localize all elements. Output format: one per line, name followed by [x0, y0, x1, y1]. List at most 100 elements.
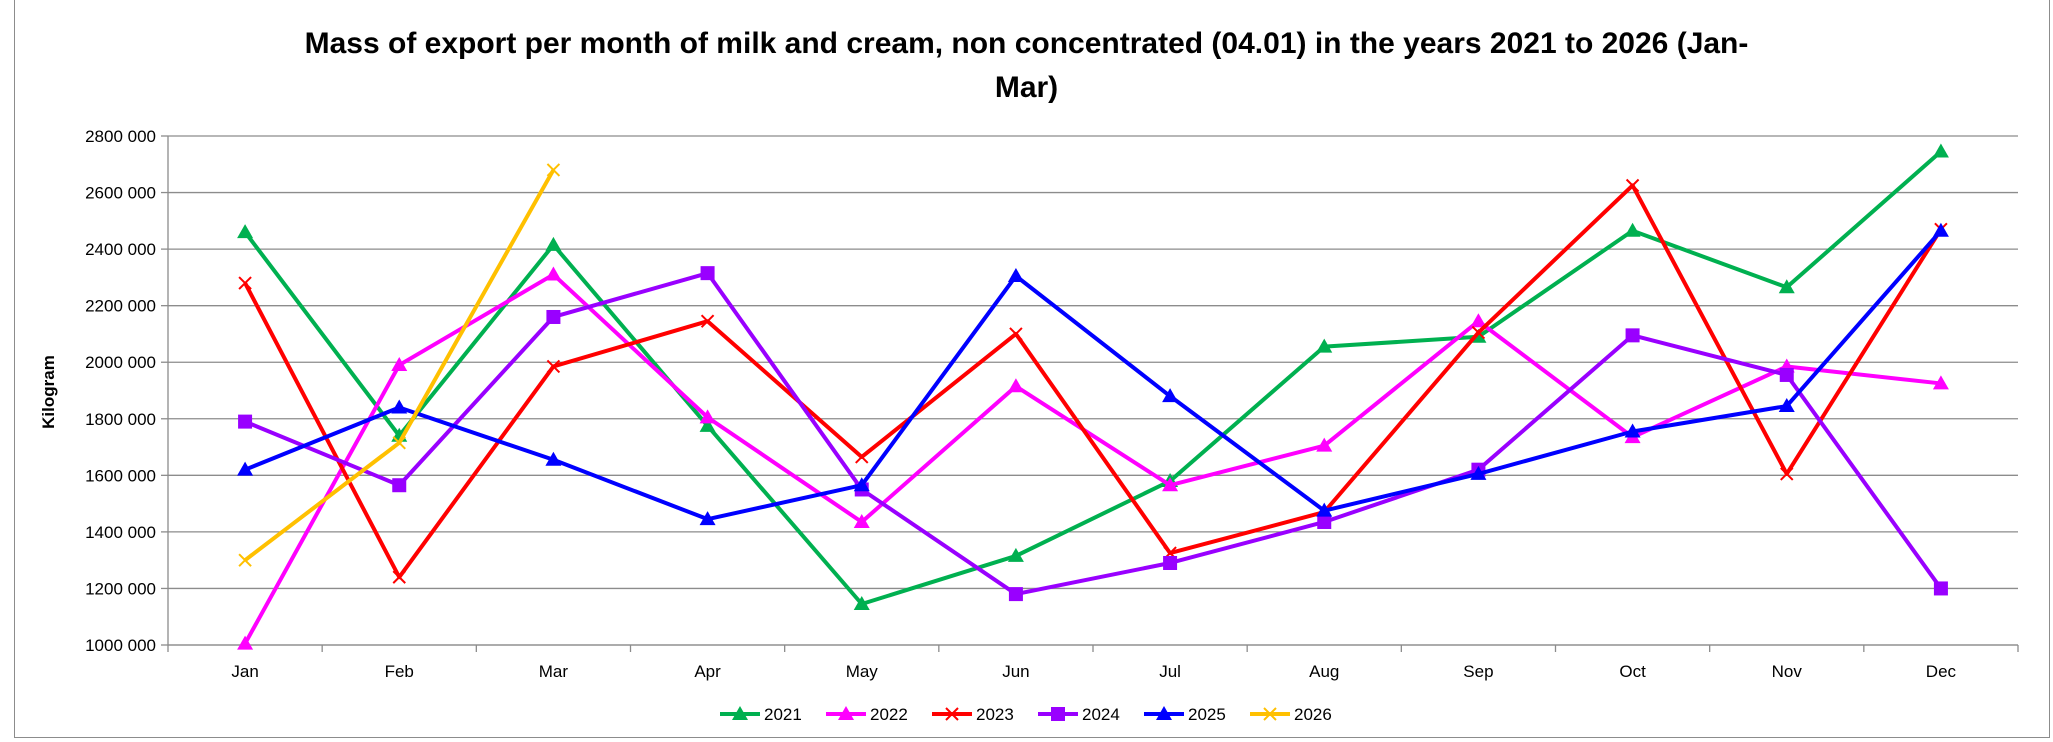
data-point-2024-dec [1933, 581, 1948, 596]
y-tick-label-2: 1400 000 [85, 523, 156, 542]
y-tick-label-3: 1600 000 [85, 466, 156, 485]
x-tick-label-may: May [846, 662, 879, 681]
x-tick-label-dec: Dec [1926, 662, 1957, 681]
data-point-2021-mar [545, 236, 562, 251]
legend-marker-2024 [1051, 707, 1065, 721]
data-point-2025-aug [1316, 502, 1333, 517]
chart-title-line1: Mass of export per month of milk and cre… [304, 27, 1749, 60]
data-point-2025-feb [391, 399, 408, 414]
y-tick-label-4: 1800 000 [85, 410, 156, 429]
data-point-2026-mar [546, 163, 561, 177]
legend-item-2021: 2021 [720, 705, 802, 724]
data-point-2025-nov [1778, 398, 1795, 413]
data-point-2023-apr [700, 314, 715, 328]
legend-marker-2022 [838, 706, 854, 720]
legend-label-2021: 2021 [764, 705, 802, 724]
data-point-2023-sep [1471, 325, 1486, 340]
data-point-2023-jun [1009, 327, 1023, 341]
data-point-2025-oct [1624, 423, 1641, 438]
x-tick-label-oct: Oct [1619, 662, 1646, 681]
x-tick-label-mar: Mar [539, 662, 569, 681]
legend-item-2023: 2023 [932, 705, 1014, 724]
data-point-2025-jul [1162, 388, 1179, 403]
series-line-2023 [243, 183, 1943, 580]
x-tick-label-sep: Sep [1463, 662, 1493, 681]
data-point-2022-jan [237, 635, 254, 650]
chart-frame [14, 0, 2050, 738]
data-point-2024-feb [392, 478, 407, 493]
data-point-2021-apr [699, 417, 716, 432]
y-tick-labels: 1000 000 1200 000 1400 000 1600 000 1800 000… [85, 127, 156, 655]
legend-marker-2025 [1156, 706, 1172, 720]
legend-label-2024: 2024 [1082, 705, 1120, 724]
x-tick-label-feb: Feb [385, 662, 414, 681]
y-tick-label-7: 2400 000 [85, 240, 156, 259]
data-point-2024-nov [1779, 367, 1794, 382]
legend-label-2023: 2023 [976, 705, 1014, 724]
chart-title: Mass of export per month of milk and cre… [0, 22, 2053, 110]
x-tick-label-nov: Nov [1772, 662, 1803, 681]
legend-marker-2021 [732, 706, 748, 720]
data-point-2025-apr [699, 511, 716, 526]
data-point-2023-feb [392, 570, 406, 584]
legend-label-2025: 2025 [1188, 705, 1226, 724]
x-tick-label-jun: Jun [1002, 662, 1029, 681]
data-point-2025-jun [1007, 267, 1024, 282]
data-point-2024-jun [1008, 587, 1023, 602]
data-point-2021-oct [1624, 222, 1641, 237]
data-point-2023-jan [238, 276, 252, 290]
legend-marker-2023 [945, 707, 959, 721]
data-point-2023-may [855, 450, 869, 464]
series-2026 [238, 163, 561, 567]
data-point-2025-may [853, 477, 870, 492]
data-point-2025-sep [1470, 465, 1487, 480]
series-2025 [237, 222, 1949, 526]
series-2021 [237, 143, 1949, 610]
x-tick-label-jul: Jul [1159, 662, 1181, 681]
data-point-2024-jul [1163, 555, 1178, 570]
y-tick-label-0: 1000 000 [85, 636, 156, 655]
legend-item-2026: 2026 [1250, 705, 1332, 724]
data-point-2026-feb [392, 436, 406, 450]
data-point-2024-aug [1317, 514, 1332, 529]
data-point-2022-mar [545, 266, 562, 281]
legend-item-2025: 2025 [1144, 705, 1226, 724]
x-tick-label-jan: Jan [231, 662, 258, 681]
legend-label-2022: 2022 [870, 705, 908, 724]
data-point-2022-apr [699, 409, 716, 424]
x-tick-label-apr: Apr [694, 662, 721, 681]
data-point-2021-jun [1007, 547, 1024, 562]
chart-title-line2: Mar) [994, 71, 1059, 104]
data-point-2021-nov [1778, 279, 1795, 294]
data-point-2024-jan [238, 414, 253, 429]
data-point-2026-jan [238, 553, 252, 567]
data-point-2022-feb [391, 357, 408, 372]
data-point-2025-dec [1932, 222, 1949, 237]
x-tick-label-aug: Aug [1309, 662, 1339, 681]
data-point-2021-dec [1932, 143, 1949, 158]
legend-label-2026: 2026 [1294, 705, 1332, 724]
data-point-2022-may [853, 513, 870, 528]
data-point-2023-oct [1625, 178, 1640, 193]
legend-marker-2026 [1263, 707, 1277, 721]
data-point-2023-mar [546, 359, 561, 374]
series-line-2021 [243, 150, 1943, 606]
x-tick-labels: Jan Feb Mar Apr May Jun Jul Aug Sep Oct Nov Dec [231, 662, 1956, 681]
data-point-2022-jun [1007, 378, 1024, 393]
series-line-2024 [244, 271, 1943, 597]
y-tick-label-5: 2000 000 [85, 353, 156, 372]
data-point-2022-dec [1932, 375, 1949, 390]
y-tick-label-8: 2600 000 [85, 184, 156, 203]
series-lines [237, 143, 1949, 650]
data-point-2021-jan [237, 224, 254, 239]
data-point-2022-aug [1316, 437, 1333, 452]
y-tick-label-9: 2800 000 [85, 127, 156, 146]
legend: 2021 2022 2023 2024 2025 2026 [720, 705, 1332, 724]
legend-item-2024: 2024 [1038, 705, 1120, 724]
data-point-2021-aug [1316, 338, 1333, 353]
y-tick-label-6: 2200 000 [85, 297, 156, 316]
data-point-2022-sep [1470, 313, 1487, 328]
data-point-2025-jan [237, 461, 254, 476]
legend-item-2022: 2022 [826, 705, 908, 724]
data-point-2024-oct [1625, 328, 1640, 343]
